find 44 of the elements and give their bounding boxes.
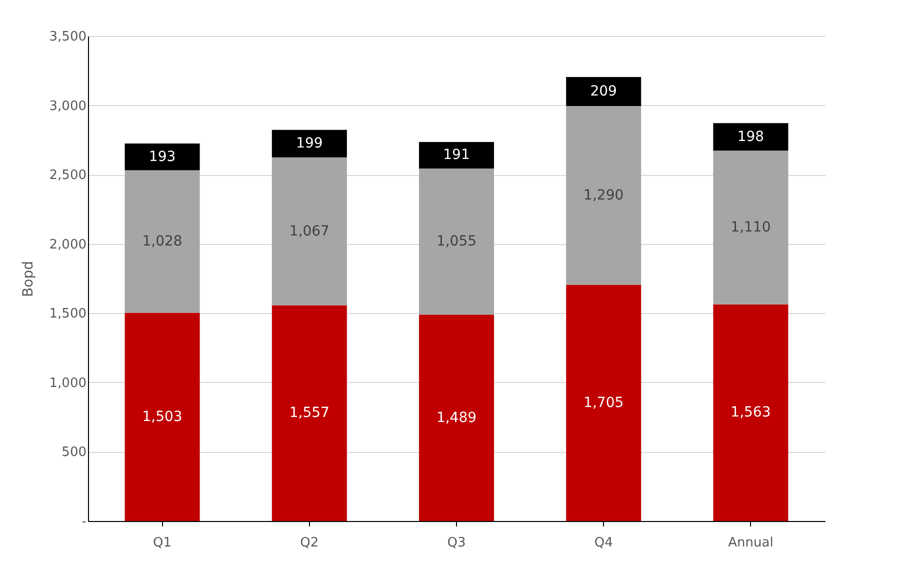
y-tick-label: 3,000 <box>49 98 86 114</box>
bar <box>272 157 347 306</box>
data-label: 191 <box>443 147 470 164</box>
data-label: 1,055 <box>436 234 477 250</box>
y-tick-label: 1,500 <box>49 306 86 322</box>
data-label: 1,705 <box>584 394 624 411</box>
y-tick-label: 3,500 <box>49 30 86 44</box>
y-tick-label: 2,000 <box>49 237 86 252</box>
x-tick-label: Q1 <box>153 536 172 550</box>
bar <box>566 284 642 521</box>
bar <box>272 130 347 158</box>
data-label: 1,563 <box>730 404 771 421</box>
bar <box>418 314 494 521</box>
x-tick-label: Annual <box>728 536 774 550</box>
bar <box>713 304 788 521</box>
data-label: 1,290 <box>584 187 624 204</box>
x-tick-label: Q4 <box>594 536 613 550</box>
y-tick-label: - <box>82 514 87 530</box>
bar <box>272 305 347 521</box>
bar <box>124 312 200 521</box>
data-label: 1,028 <box>142 234 182 250</box>
data-label: 1,489 <box>436 410 477 426</box>
x-tick-label: Q3 <box>447 536 466 550</box>
y-axis-title: Bopd <box>20 261 36 297</box>
data-label: 1,503 <box>142 408 182 425</box>
data-label: 209 <box>590 84 617 100</box>
bar <box>418 142 494 168</box>
data-label: 1,110 <box>730 220 771 236</box>
data-label: 193 <box>148 148 176 165</box>
data-label: 1,557 <box>289 405 330 422</box>
bar <box>713 123 788 151</box>
x-tick-label: Q2 <box>300 536 319 550</box>
bar <box>566 106 642 285</box>
bar <box>124 170 200 313</box>
bar <box>418 168 494 315</box>
data-label: 198 <box>737 128 764 145</box>
y-tick-label: 1,000 <box>49 376 86 391</box>
bar <box>713 150 788 304</box>
data-label: 199 <box>296 136 323 152</box>
bar <box>566 77 642 106</box>
y-tick-label: 2,500 <box>49 168 86 184</box>
data-label: 1,067 <box>289 223 330 240</box>
bar <box>124 144 200 170</box>
y-tick-label: 500 <box>62 445 86 460</box>
